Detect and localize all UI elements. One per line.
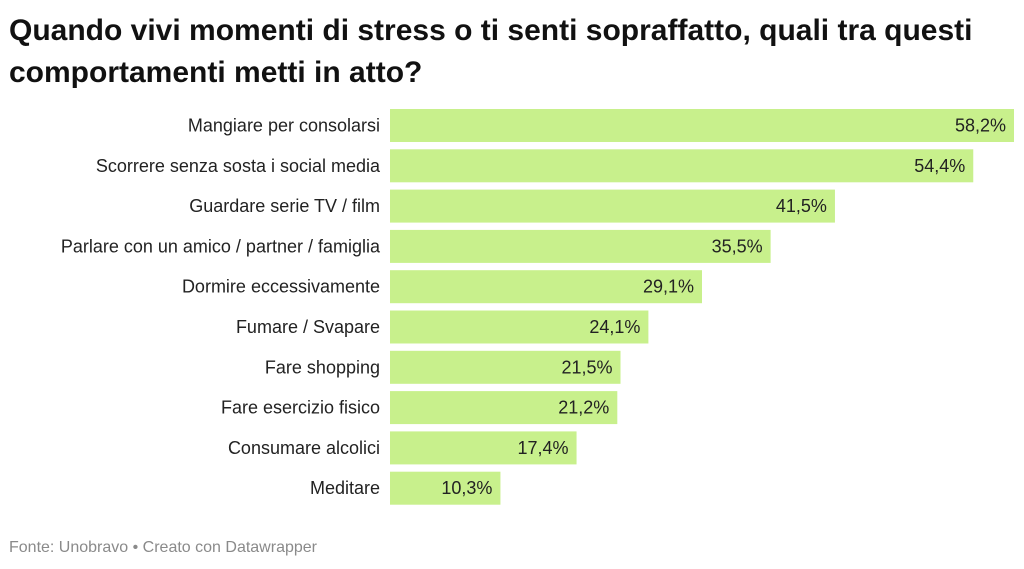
bar [390,229,771,263]
bar [390,350,621,384]
source-footer: Fonte: Unobravo • Creato con Datawrapper [9,539,317,556]
category-label: Fare esercizio fisico [221,398,380,418]
category-label: Parlare con un amico / partner / famigli… [61,236,381,256]
value-label: 10,3% [441,478,492,498]
value-label: 41,5% [776,196,827,216]
value-label: 58,2% [955,116,1006,136]
value-label: 29,1% [643,277,694,297]
value-label: 24,1% [589,317,640,337]
bar [390,431,577,465]
value-label: 35,5% [712,236,763,256]
bar [390,109,1014,142]
bar [390,270,702,304]
bar [390,471,501,505]
category-label: Dormire eccessivamente [182,277,380,297]
chart-title: Quando vivi momenti di stress o ti senti… [9,14,973,89]
category-label: Consumare alcolici [228,438,380,458]
bar [390,149,974,183]
category-label: Mangiare per consolarsi [188,116,380,136]
value-label: 21,5% [561,357,612,377]
bar [390,310,649,344]
category-label: Guardare serie TV / film [189,196,380,216]
value-label: 21,2% [558,398,609,418]
bar [390,189,835,223]
category-label: Fumare / Svapare [236,317,380,337]
value-label: 17,4% [518,438,569,458]
bar [390,391,618,425]
category-label: Scorrere senza sosta i social media [96,156,381,176]
category-label: Fare shopping [265,357,380,377]
value-label: 54,4% [914,156,965,176]
category-label: Meditare [310,478,380,498]
